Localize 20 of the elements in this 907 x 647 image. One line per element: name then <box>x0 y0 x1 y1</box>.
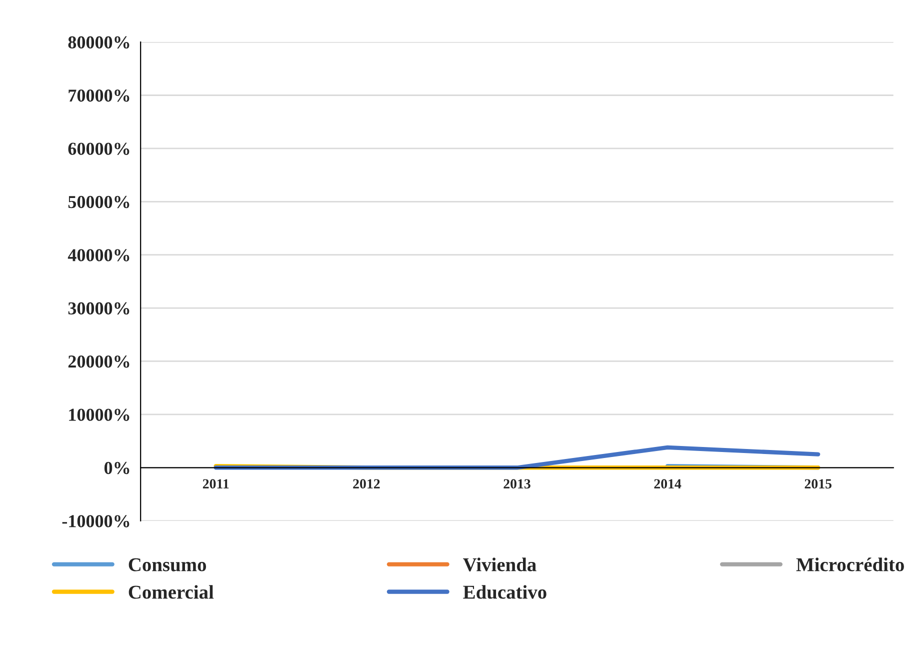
legend-label: Comercial <box>128 585 214 599</box>
y-tick-label: 80000% <box>68 36 130 49</box>
y-tick-label: -10000% <box>62 515 130 528</box>
x-tick-label: 2011 <box>202 479 229 489</box>
x-tick-label: 2012 <box>353 479 380 489</box>
legend-label: Microcrédito <box>796 558 904 572</box>
y-tick-label: 60000% <box>68 142 130 155</box>
y-tick-label: 40000% <box>68 249 130 262</box>
y-tick-label: 10000% <box>69 408 130 421</box>
y-tick-label: 30000% <box>68 302 130 315</box>
y-tick-label: 20000% <box>68 356 130 368</box>
legend-label: Vivienda <box>463 558 536 572</box>
legend-label: Consumo <box>128 558 206 572</box>
legend-label: Educativo <box>463 585 546 599</box>
x-tick-label: 2014 <box>654 479 682 489</box>
x-tick-label: 2013 <box>504 479 530 489</box>
x-tick-label: 2015 <box>804 479 832 489</box>
y-tick-label: 0% <box>104 462 130 474</box>
y-tick-label: 50000% <box>68 196 130 208</box>
y-tick-label: 70000% <box>68 90 130 102</box>
